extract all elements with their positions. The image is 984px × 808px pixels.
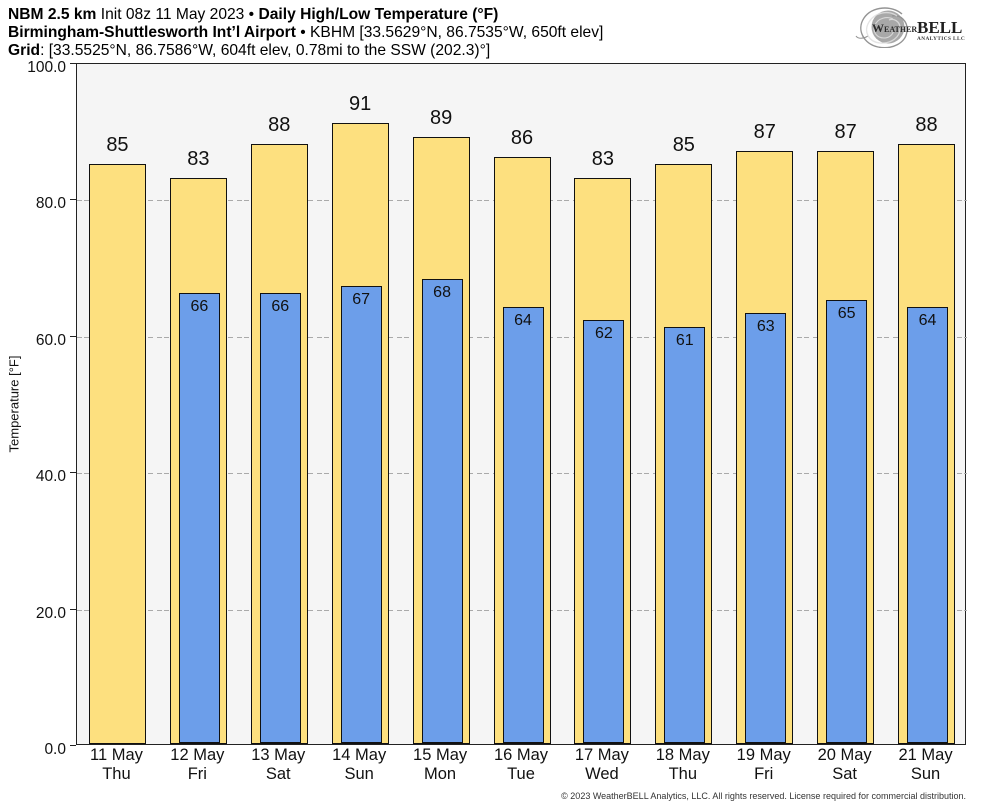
svg-text:ANALYTICS LLC: ANALYTICS LLC — [917, 36, 965, 42]
svg-text:BELL: BELL — [917, 18, 962, 37]
